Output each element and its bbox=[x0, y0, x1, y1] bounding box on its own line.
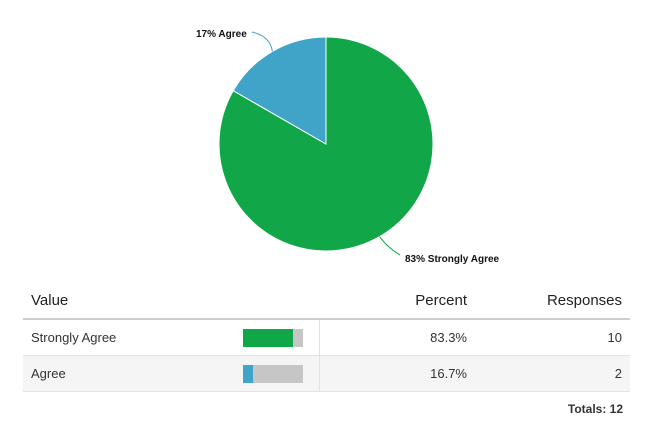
leader-line-agree bbox=[251, 31, 273, 52]
totals-label: Totals: 12 bbox=[567, 402, 623, 416]
row-percent: 16.7% bbox=[319, 355, 475, 392]
leader-line-strongly-agree bbox=[379, 236, 401, 256]
row-bar-cell bbox=[235, 319, 320, 356]
pie-label-agree: 17% Agree bbox=[196, 29, 247, 40]
table-row: Strongly Agree 83.3% 10 bbox=[23, 319, 630, 356]
row-responses: 2 bbox=[475, 355, 630, 392]
percent-bar-fill bbox=[243, 364, 254, 383]
pie-label-strongly-agree: 83% Strongly Agree bbox=[405, 254, 500, 265]
results-table: Value Percent Responses Strongly Agree 8… bbox=[23, 282, 630, 392]
percent-bar-fill bbox=[243, 328, 293, 347]
header-percent: Percent bbox=[319, 282, 475, 320]
header-value: Value bbox=[23, 282, 235, 320]
row-value: Strongly Agree bbox=[23, 319, 235, 356]
percent-bar bbox=[243, 328, 303, 347]
row-responses: 10 bbox=[475, 319, 630, 356]
row-percent: 83.3% bbox=[319, 319, 475, 356]
table-row: Agree 16.7% 2 bbox=[23, 355, 630, 392]
percent-bar bbox=[243, 364, 303, 383]
row-bar-cell bbox=[235, 355, 320, 392]
table-header-row: Value Percent Responses bbox=[23, 282, 630, 320]
pie-chart: 83% Strongly Agree 17% Agree bbox=[196, 29, 500, 265]
header-bar bbox=[235, 282, 319, 320]
header-responses: Responses bbox=[475, 282, 630, 320]
row-value: Agree bbox=[23, 355, 235, 392]
